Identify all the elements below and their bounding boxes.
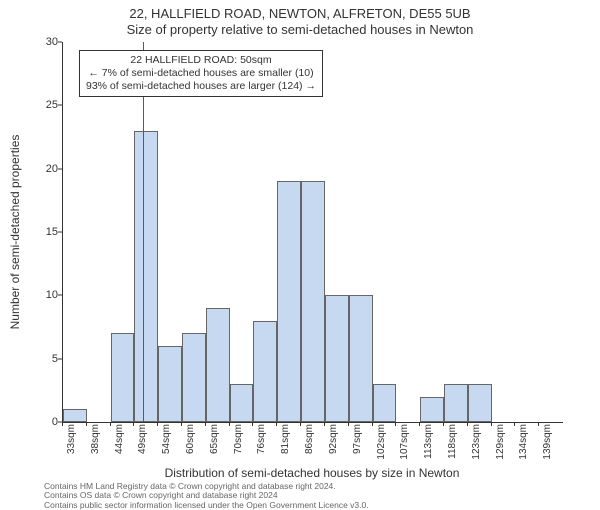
annotation-box: 22 HALLFIELD ROAD: 50sqm ← 7% of semi-de… <box>79 50 323 97</box>
xtick-mark <box>157 422 158 426</box>
x-axis-label: Distribution of semi-detached houses by … <box>62 466 562 480</box>
xtick-mark <box>110 422 111 426</box>
xtick-mark <box>62 422 63 426</box>
xtick-mark <box>419 422 420 426</box>
ytick-mark <box>58 295 62 296</box>
annotation-line1: 22 HALLFIELD ROAD: 50sqm <box>86 54 316 67</box>
ytick-mark <box>58 232 62 233</box>
xtick-label: 76sqm <box>256 424 267 460</box>
xtick-mark <box>181 422 182 426</box>
ytick-mark <box>58 42 62 43</box>
xtick-mark <box>538 422 539 426</box>
chart-title-line1: 22, HALLFIELD ROAD, NEWTON, ALFRETON, DE… <box>0 6 600 21</box>
xtick-label: 102sqm <box>376 424 387 460</box>
histogram-bar <box>373 384 397 422</box>
xtick-label: 70sqm <box>233 424 244 460</box>
ytick-label: 20 <box>30 163 58 175</box>
y-axis-label: Number of semi-detached properties <box>8 42 22 422</box>
footer-line3: Contains public sector information licen… <box>44 501 584 510</box>
histogram-bar <box>182 333 206 422</box>
xtick-mark <box>300 422 301 426</box>
xtick-label: 65sqm <box>209 424 220 460</box>
xtick-label: 139sqm <box>542 424 553 460</box>
histogram-bar <box>158 346 182 422</box>
xtick-mark <box>491 422 492 426</box>
xtick-mark <box>395 422 396 426</box>
chart-title-line2: Size of property relative to semi-detach… <box>0 22 600 37</box>
histogram-bar <box>444 384 468 422</box>
xtick-label: 86sqm <box>304 424 315 460</box>
chart-page: 22, HALLFIELD ROAD, NEWTON, ALFRETON, DE… <box>0 0 600 500</box>
xtick-mark <box>443 422 444 426</box>
xtick-label: 54sqm <box>161 424 172 460</box>
bars-layer <box>63 42 563 422</box>
histogram-bar <box>206 308 230 422</box>
xtick-label: 44sqm <box>114 424 125 460</box>
ytick-label: 0 <box>30 416 58 428</box>
histogram-bar <box>349 295 373 422</box>
histogram-bar <box>111 333 135 422</box>
xtick-label: 113sqm <box>423 424 434 460</box>
xtick-label: 60sqm <box>185 424 196 460</box>
xtick-label: 97sqm <box>352 424 363 460</box>
histogram-bar <box>468 384 492 422</box>
histogram-bar <box>230 384 254 422</box>
xtick-label: 123sqm <box>471 424 482 460</box>
ytick-label: 25 <box>30 99 58 111</box>
xtick-mark <box>324 422 325 426</box>
footer-attribution: Contains HM Land Registry data © Crown c… <box>44 482 584 510</box>
ytick-mark <box>58 358 62 359</box>
annotation-line3: 93% of semi-detached houses are larger (… <box>86 80 316 93</box>
marker-line <box>143 42 144 422</box>
xtick-mark <box>372 422 373 426</box>
ytick-label: 5 <box>30 353 58 365</box>
xtick-mark <box>252 422 253 426</box>
xtick-label: 107sqm <box>399 424 410 460</box>
xtick-label: 33sqm <box>66 424 77 460</box>
xtick-label: 81sqm <box>280 424 291 460</box>
xtick-label: 134sqm <box>518 424 529 460</box>
histogram-bar <box>253 321 277 422</box>
xtick-mark <box>86 422 87 426</box>
xtick-label: 49sqm <box>137 424 148 460</box>
xtick-mark <box>467 422 468 426</box>
histogram-bar <box>134 131 158 422</box>
xtick-label: 129sqm <box>495 424 506 460</box>
histogram-bar <box>63 409 87 422</box>
xtick-mark <box>205 422 206 426</box>
histogram-bar <box>420 397 444 422</box>
ytick-label: 15 <box>30 226 58 238</box>
ytick-label: 10 <box>30 289 58 301</box>
histogram-bar <box>325 295 349 422</box>
plot-area: 22 HALLFIELD ROAD: 50sqm ← 7% of semi-de… <box>62 42 563 423</box>
histogram-bar <box>301 181 325 422</box>
xtick-mark <box>348 422 349 426</box>
ytick-mark <box>58 105 62 106</box>
annotation-line2: ← 7% of semi-detached houses are smaller… <box>86 67 316 80</box>
xtick-mark <box>514 422 515 426</box>
xtick-label: 38sqm <box>90 424 101 460</box>
ytick-mark <box>58 168 62 169</box>
ytick-label: 30 <box>30 36 58 48</box>
xtick-label: 92sqm <box>328 424 339 460</box>
xtick-mark <box>229 422 230 426</box>
xtick-mark <box>133 422 134 426</box>
histogram-bar <box>277 181 301 422</box>
xtick-mark <box>276 422 277 426</box>
xtick-label: 118sqm <box>447 424 458 460</box>
